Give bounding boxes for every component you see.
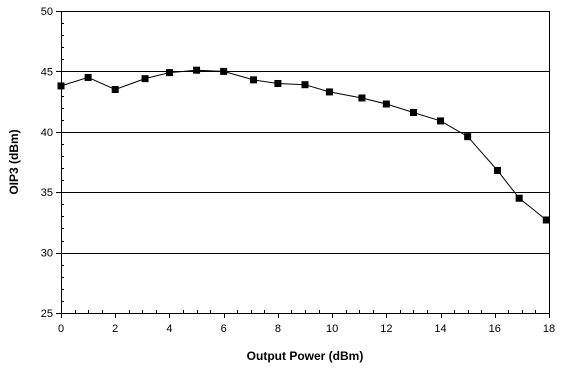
data-point-marker xyxy=(437,117,445,125)
x-tick-label: 18 xyxy=(543,323,555,335)
grid-lines xyxy=(61,71,549,254)
data-point-marker xyxy=(542,216,550,224)
data-point-marker xyxy=(220,67,228,75)
data-point-marker xyxy=(493,166,501,174)
data-point-marker xyxy=(193,66,201,74)
x-tick-label: 10 xyxy=(326,323,338,335)
y-axis-tick-labels: 25 30 35 40 45 50 xyxy=(41,6,53,320)
x-tick-label: 2 xyxy=(112,323,118,335)
x-axis-tick-labels: 0 2 4 6 8 10 12 14 16 18 xyxy=(58,323,555,335)
plot-area-frame xyxy=(61,11,550,314)
x-tick-label: 4 xyxy=(166,323,172,335)
y-tick-label: 30 xyxy=(41,248,53,260)
data-series xyxy=(57,66,550,224)
data-point-marker xyxy=(84,73,92,81)
data-point-marker xyxy=(274,79,282,87)
y-tick-label: 25 xyxy=(41,308,53,320)
data-point-marker xyxy=(111,86,119,94)
x-tick-label: 6 xyxy=(221,323,227,335)
x-tick-label: 16 xyxy=(489,323,501,335)
data-point-marker xyxy=(358,94,366,102)
data-point-marker xyxy=(141,75,149,83)
y-tick-label: 40 xyxy=(41,127,53,139)
y-tick-label: 35 xyxy=(41,187,53,199)
x-tick-label: 8 xyxy=(275,323,281,335)
x-axis-title: Output Power (dBm) xyxy=(247,349,364,363)
data-point-marker xyxy=(409,108,417,116)
data-point-marker xyxy=(165,69,173,77)
data-point-marker xyxy=(325,88,333,96)
x-tick-label: 14 xyxy=(434,323,446,335)
data-point-marker xyxy=(57,82,65,90)
data-point-marker xyxy=(464,133,472,141)
x-tick-label: 0 xyxy=(58,323,64,335)
data-point-marker xyxy=(515,194,523,202)
y-axis-title: OIP3 (dBm) xyxy=(7,129,21,194)
axis-ticks xyxy=(56,11,550,318)
data-point-marker xyxy=(249,76,257,84)
x-tick-label: 12 xyxy=(380,323,392,335)
series-line-0 xyxy=(60,69,547,221)
y-tick-label: 50 xyxy=(41,6,53,18)
data-point-marker xyxy=(301,81,309,89)
y-tick-label: 45 xyxy=(41,66,53,78)
data-point-marker xyxy=(382,100,390,108)
